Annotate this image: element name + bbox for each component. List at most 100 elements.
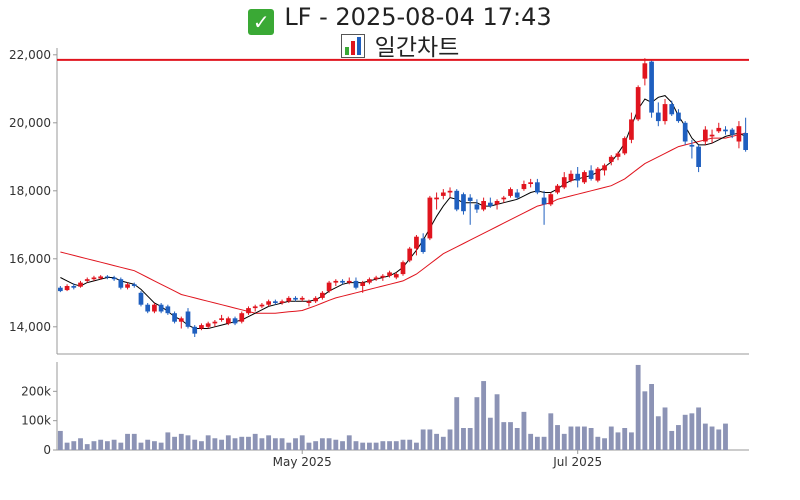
candle-body <box>407 248 413 261</box>
candle-body <box>702 129 708 142</box>
volume-bar <box>555 425 560 450</box>
candle-body <box>387 272 392 276</box>
candle-body <box>105 276 110 278</box>
candle-body <box>158 304 164 312</box>
volume-bar <box>360 442 366 450</box>
price-y-tick-label: 14,000 <box>9 320 51 334</box>
candle-body <box>118 279 124 288</box>
candle-body <box>447 190 453 193</box>
volume-bar <box>279 438 285 450</box>
volume-bar <box>420 429 426 450</box>
candle-body <box>299 297 305 300</box>
candle-body <box>481 201 486 210</box>
volume-bar <box>548 413 554 450</box>
candle-body <box>736 126 742 142</box>
candle-body <box>346 280 352 283</box>
volume-bar <box>172 436 177 450</box>
price-y-tick-label: 20,000 <box>9 116 51 130</box>
candle-body <box>252 306 258 309</box>
volume-bar <box>346 435 352 450</box>
volume-bar <box>393 441 399 450</box>
moving-average-long-line <box>60 132 746 314</box>
volume-bar <box>575 426 581 450</box>
volume-bar <box>319 438 325 450</box>
volume-bar <box>333 439 339 450</box>
candle-body <box>64 286 70 291</box>
volume-bar <box>145 439 151 450</box>
volume-bar <box>199 441 204 450</box>
candle-body <box>649 61 654 113</box>
candle-body <box>716 127 722 132</box>
price-y-tick-label: 16,000 <box>9 252 51 266</box>
candle-body <box>205 323 211 327</box>
candle-body <box>91 277 97 280</box>
price-y-tick-label: 18,000 <box>9 184 51 198</box>
candle-body <box>487 202 493 207</box>
volume-bar <box>192 439 198 450</box>
volume-bar <box>474 397 480 450</box>
chart-subtitle: 일간차트 <box>0 32 800 64</box>
candle-body <box>239 313 245 322</box>
candle-body <box>313 297 319 302</box>
candle-body <box>427 197 433 239</box>
candle-body <box>286 297 292 302</box>
candle-body <box>84 279 90 281</box>
candle-body <box>178 318 184 322</box>
volume-bar <box>387 441 392 450</box>
volume-bar <box>272 438 278 450</box>
volume-bar <box>696 407 702 450</box>
candle-body <box>541 197 547 205</box>
candle-body <box>514 192 520 198</box>
volume-bar <box>125 433 130 450</box>
candle-body <box>743 133 748 150</box>
volume-bar <box>427 429 433 450</box>
candle-body <box>111 277 117 280</box>
candle-body <box>729 129 735 135</box>
volume-bar <box>487 417 493 450</box>
volume-bar <box>514 428 520 450</box>
candle-body <box>676 112 681 122</box>
volume-bar <box>581 426 587 450</box>
candle-body <box>400 262 406 275</box>
volume-bar <box>64 442 70 450</box>
candle-body <box>454 190 460 210</box>
candle-body <box>393 274 399 278</box>
volume-bar <box>676 425 681 450</box>
volume-bar <box>521 411 527 450</box>
x-tick-label: May 2025 <box>273 455 332 469</box>
bar-chart-icon <box>340 34 365 58</box>
volume-bar <box>414 442 419 450</box>
candle-body <box>225 318 231 324</box>
volume-bar <box>366 442 372 450</box>
candle-body <box>152 304 157 312</box>
volume-bar <box>561 433 567 450</box>
volume-bar <box>266 435 272 450</box>
candle-body <box>414 236 419 249</box>
volume-bar <box>534 436 540 450</box>
volume-bar <box>239 436 245 450</box>
candle-body <box>131 284 137 286</box>
volume-bar <box>78 438 83 450</box>
volume-bar <box>702 423 708 450</box>
candle-body <box>279 301 285 303</box>
volume-bar <box>508 422 513 450</box>
candle-body <box>662 104 668 122</box>
volume-bar <box>185 435 191 450</box>
candle-body <box>138 292 144 305</box>
volume-bar <box>232 438 238 450</box>
candle-body <box>199 325 204 329</box>
volume-bar <box>669 430 675 450</box>
candle-body <box>602 165 607 171</box>
candle-body <box>58 287 63 292</box>
volume-bar <box>682 414 688 450</box>
volume-bar <box>299 435 305 450</box>
candle-body <box>669 104 675 115</box>
chart-title: ✓ LF - 2025-08-04 17:43 <box>0 0 800 35</box>
volume-bar <box>649 384 655 450</box>
volume-bar <box>138 442 144 450</box>
volume-bar <box>622 428 628 450</box>
moving-average-short-line <box>60 95 746 329</box>
candle-body <box>535 182 540 193</box>
